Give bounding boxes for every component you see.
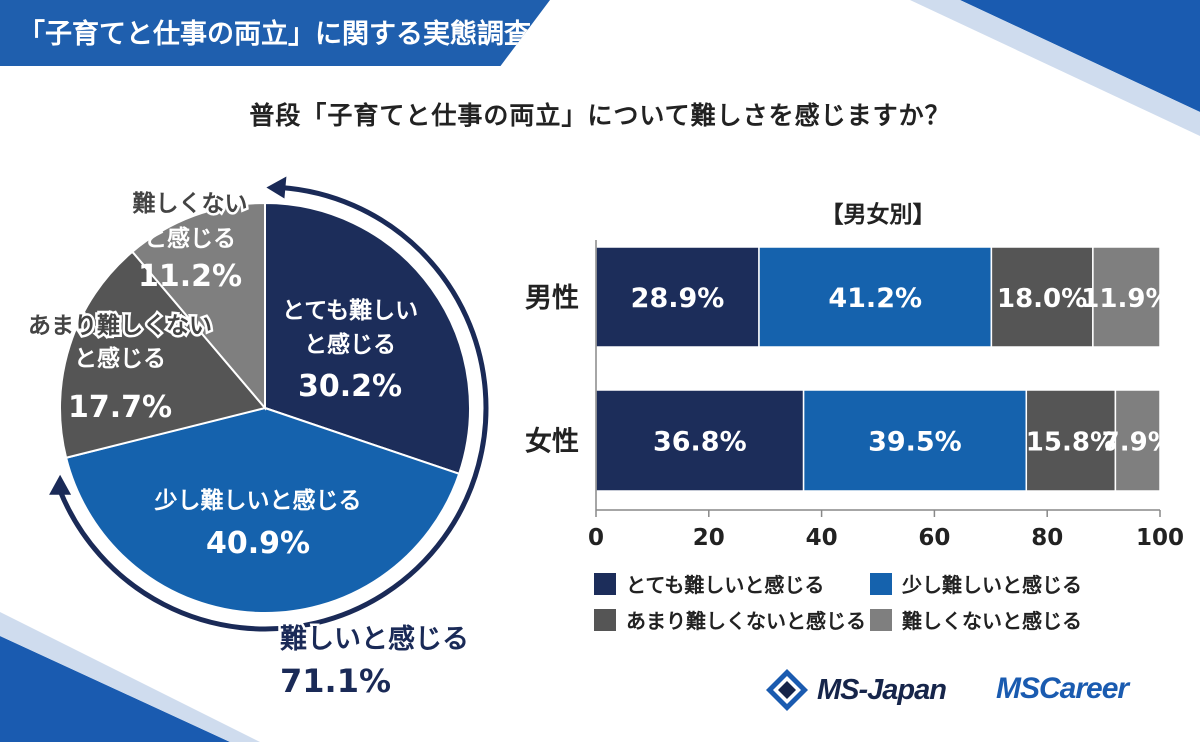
bar-value-label: 28.9% — [631, 283, 725, 314]
pie-slice-label: 難しくない — [133, 190, 248, 217]
bar-category-label: 女性 — [525, 426, 579, 458]
pie-slice-label: と感じる — [74, 345, 166, 372]
bar-value-label: 36.8% — [653, 427, 747, 458]
header-title: 「子育てと仕事の両立」に関する実態調査 — [18, 19, 531, 50]
bar-value-label: 15.8% — [1026, 428, 1116, 458]
bar-segment — [1114, 389, 1161, 492]
legend-label: 少し難しいと感じる — [901, 573, 1082, 597]
pie-slice-label: 少し難しいと感じる — [154, 487, 362, 514]
legend-label: 難しくないと感じる — [902, 609, 1082, 633]
summary-value: 71.1% — [280, 662, 391, 700]
bar-value-label: 18.0% — [997, 284, 1087, 314]
legend-swatch — [870, 609, 892, 631]
pie-slice-label: と感じる — [144, 225, 236, 252]
pie-slice-2 — [64, 406, 461, 614]
pie-slice-4 — [130, 201, 266, 411]
legend-label: あまり難しくないと感じる — [626, 609, 866, 633]
bar-segment — [1025, 389, 1117, 492]
bar-x-tick-label: 100 — [1136, 525, 1184, 551]
bar-value-label: 39.5% — [868, 427, 962, 458]
bar-x-tick-label: 40 — [806, 525, 838, 551]
bar-value-label: 7.9% — [1102, 428, 1174, 458]
bar-category-label: 男性 — [525, 283, 579, 314]
pie-slice-1 — [264, 201, 471, 476]
bar-value-label: 11.9% — [1081, 284, 1171, 314]
summary-arc — [57, 185, 489, 632]
bar-chart-title: 【男女別】 — [821, 201, 936, 228]
bar-segment — [595, 246, 760, 348]
ms-japan-logo: MS-Japan — [765, 668, 947, 712]
pie-slice-percent: 17.7% — [68, 390, 172, 425]
bar-segment — [1092, 246, 1161, 348]
bar-x-tick-label: 0 — [588, 525, 604, 551]
bar-value-label: 41.2% — [828, 283, 922, 314]
pie-slice-percent: 40.9% — [206, 526, 310, 561]
summary-label: 難しいと感じる — [280, 623, 469, 655]
summary-arc-arrowhead-top — [266, 176, 287, 199]
pie-slice-label: と感じる — [304, 331, 396, 358]
corner-decoration-top-right-light — [910, 0, 1200, 136]
bar-x-tick-label: 20 — [693, 525, 725, 551]
legend-swatch — [870, 573, 892, 595]
pie-slice-percent: 11.2% — [138, 259, 242, 294]
ms-japan-emblem-icon — [766, 669, 808, 711]
legend-swatch — [594, 609, 616, 631]
ms-career-logo: MSCareer — [996, 672, 1129, 705]
pie-slice-label: あまり難しくない — [28, 312, 212, 339]
question-title: 普段「子育てと仕事の両立」について難しさを感じますか？ — [249, 101, 951, 130]
header-banner: 「子育てと仕事の両立」に関する実態調査 — [0, 0, 550, 66]
bar-x-tick-label: 80 — [1031, 525, 1063, 551]
legend-swatch — [594, 573, 616, 595]
pie-slice-3 — [59, 250, 267, 459]
bar-segment — [758, 246, 993, 348]
pie-slice-label: とても難しい — [282, 297, 418, 324]
ms-japan-logo-text: MS-Japan — [817, 673, 947, 706]
legend-label: とても難しいと感じる — [626, 573, 824, 597]
summary-arc-arrowhead-left — [49, 474, 72, 495]
pie-slice-percent: 30.2% — [298, 369, 402, 404]
bar-x-tick-label: 60 — [918, 525, 950, 551]
corner-decoration-bottom-left-light — [0, 612, 260, 742]
